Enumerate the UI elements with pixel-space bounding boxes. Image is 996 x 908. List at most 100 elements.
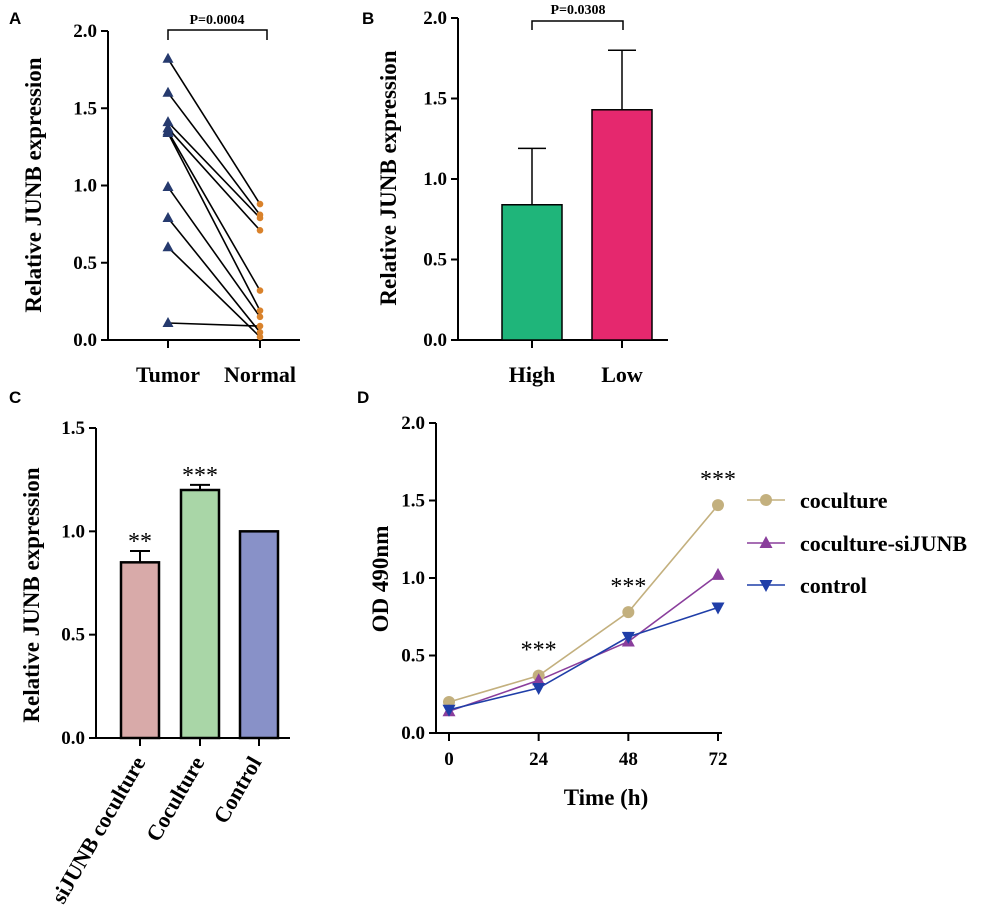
panel-d-point-coculture <box>712 499 724 512</box>
panel-c-bar <box>238 530 280 740</box>
panel-letter-c: C <box>9 388 21 407</box>
panel-a-tumor-point <box>162 86 174 97</box>
panel-c-significance-label: ** <box>128 529 152 555</box>
panel-c-bar <box>119 561 161 740</box>
panel-c-y-tick-label: 1.0 <box>61 521 85 542</box>
panel-a-normal-point <box>256 322 264 330</box>
panel-a-y-axis: 0.0 0.5 1.0 1.5 2.0 <box>73 21 300 351</box>
panel-a-tumor-point <box>162 241 174 252</box>
panel-d-line-coculture-sijunb <box>448 574 719 713</box>
panel-a-tumor-point <box>162 126 174 137</box>
panel-a-pair-line <box>167 217 261 333</box>
legend-label-coculture: coculture <box>800 488 888 513</box>
panel-a-pair-line <box>167 186 261 318</box>
panel-b-y-tick-label: 2.0 <box>423 8 447 29</box>
panel-d-line-coculture <box>448 504 719 703</box>
panel-d-y-tick-label: 1.0 <box>401 568 425 589</box>
panel-a-pvalue-bracket <box>167 29 268 40</box>
panel-b-pvalue-bracket <box>531 20 624 30</box>
panel-c-y-tick-label: 0.0 <box>61 728 85 749</box>
legend-marker-coculture-sijunb <box>759 536 773 548</box>
panel-c-y-tick-label: 1.5 <box>61 418 85 439</box>
panel-a-pair-line <box>167 322 261 327</box>
panel-d-point-control <box>532 683 546 696</box>
panel-d-legend: coculture coculture-siJUNB control <box>747 488 967 598</box>
panel-c-significance: ***** <box>128 463 218 555</box>
panel-a-y-tick-label: 1.0 <box>73 176 97 197</box>
panel-a-pair-line <box>167 131 261 291</box>
panel-d-point-coculture-sijunb <box>711 567 725 580</box>
panel-a-category-normal: Normal <box>224 362 296 387</box>
panel-a-y-tick-label: 1.5 <box>73 98 97 119</box>
panel-c-significance-label: *** <box>182 463 218 489</box>
panel-a-pair-line <box>167 127 261 231</box>
panel-d-significance-label: *** <box>610 574 646 600</box>
panel-a-pair-line <box>167 92 261 216</box>
panel-c-bars <box>119 483 280 746</box>
panel-b-y-tick-label: 0.0 <box>423 330 447 351</box>
panel-a-pair-line <box>167 121 261 219</box>
panel-b-bar <box>591 109 653 341</box>
legend-marker-control <box>759 580 773 592</box>
panel-b-y-axis-title: Relative JUNB expression <box>376 50 401 305</box>
panel-b-y-tick-label: 1.5 <box>423 89 447 110</box>
panel-b: B 0.0 0.5 1.0 1.5 2.0 P=0.0308 High Low Rela… <box>362 3 668 387</box>
panel-a-pair-line <box>167 246 261 338</box>
panel-d-y-tick-label: 2.0 <box>401 413 425 434</box>
legend-label-control: control <box>800 573 867 598</box>
panel-a-category-tumor: Tumor <box>136 362 200 387</box>
panel-d: D 0.0 0.5 1.0 1.5 2.0 0 24 48 72 *** *** *** cocul… <box>357 388 967 810</box>
panel-a-tumor-point <box>162 211 174 222</box>
panel-b-y-tick-label: 0.5 <box>423 250 447 271</box>
panel-c-bar <box>179 488 221 740</box>
panel-b-y-tick-label: 1.0 <box>423 169 447 190</box>
panel-d-significance-label: *** <box>700 467 736 493</box>
panel-a-pvalue: P=0.0004 <box>189 13 244 28</box>
panel-a-normal-point <box>256 200 264 208</box>
panel-d-x-tick-label: 0 <box>444 749 454 770</box>
panel-letter-b: B <box>362 9 374 28</box>
panel-d-x-tick-label: 48 <box>619 749 638 770</box>
panel-letter-a: A <box>9 9 21 28</box>
panel-a-tumor-point <box>162 317 174 328</box>
panel-d-y-tick-label: 1.5 <box>401 491 425 512</box>
panel-d-x-tick-label: 72 <box>709 749 728 770</box>
panel-d-significance-label: *** <box>521 638 557 664</box>
panel-d-point-coculture-sijunb <box>532 673 546 686</box>
panel-d-y-tick-label: 0.5 <box>401 646 425 667</box>
panel-d-axes: 0.0 0.5 1.0 1.5 2.0 0 24 48 72 <box>401 413 727 770</box>
panel-d-x-tick-label: 24 <box>529 749 549 770</box>
panel-a-y-tick-label: 0.0 <box>73 330 97 351</box>
panel-c-category-sijunb-coculture: siJUNB coculture <box>46 752 150 908</box>
panel-b-category-high: High <box>509 362 555 387</box>
panel-a-normal-point <box>256 214 264 222</box>
panel-d-y-tick-label: 0.0 <box>401 723 425 744</box>
panel-a: A 0.00.51.01.52.0 P=0.0004 Tumor Normal … <box>9 9 300 387</box>
panel-a-pair-lines <box>167 58 261 338</box>
panel-d-line-control <box>448 606 719 711</box>
panel-c: C 0.00.51.01.5 ***** siJUNB coculture Co… <box>9 388 290 908</box>
panel-c-category-control: Control <box>208 752 266 828</box>
legend-marker-coculture <box>760 494 772 506</box>
panel-a-tumor-point <box>162 116 174 127</box>
panel-a-normal-point <box>256 287 264 294</box>
panel-a-tumor-point <box>162 181 174 192</box>
legend-label-coculture-sijunb: coculture-siJUNB <box>800 531 967 556</box>
panel-a-pair-line <box>167 58 261 205</box>
panel-d-significance: *** *** *** <box>521 467 736 664</box>
panel-d-point-coculture <box>622 606 635 619</box>
panel-c-category-coculture: Coculture <box>141 752 210 846</box>
panel-a-tumor-point <box>162 52 174 63</box>
panel-a-normal-point <box>256 227 264 234</box>
panel-b-bars <box>501 49 653 348</box>
panel-b-pvalue: P=0.0308 <box>550 3 605 18</box>
panel-a-normal-point <box>256 307 264 314</box>
panel-d-series <box>442 499 725 717</box>
panel-c-y-tick-label: 0.5 <box>61 625 85 646</box>
panel-d-point-control <box>711 602 725 615</box>
panel-b-category-low: Low <box>601 362 643 387</box>
panel-a-normal-point <box>256 328 264 336</box>
panel-a-normal-point <box>256 313 264 321</box>
panel-a-y-axis-title: Relative JUNB expression <box>21 57 46 312</box>
